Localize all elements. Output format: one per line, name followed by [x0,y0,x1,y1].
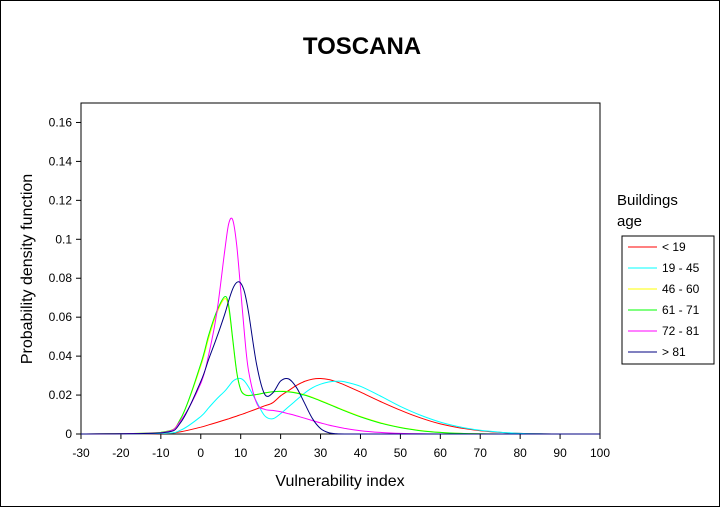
x-tick-label: 90 [553,446,567,460]
x-tick-label: 10 [234,446,248,460]
x-tick-label: 60 [434,446,448,460]
y-tick-label: 0 [65,427,72,441]
chart-title: TOSCANA [303,33,421,60]
plot-area [80,102,601,435]
x-tick-label: 40 [354,446,368,460]
y-tick-label: 0.14 [49,154,73,168]
x-tick-label: 100 [590,446,610,460]
x-tick-label: 30 [314,446,328,460]
x-axis: -30 -20 -10 0 10 20 30 40 50 60 70 80 90 100 [72,434,610,460]
legend-title-line-2: age [617,213,642,230]
y-tick-label: 0.08 [49,271,73,285]
legend-box [621,235,715,365]
legend-label-5: 72 - 81 [662,324,700,338]
x-tick-label: 0 [197,446,204,460]
series-line-1 [80,377,600,435]
y-tick-label: 0.1 [55,232,72,246]
legend-label-4: 61 - 71 [662,303,700,317]
series-line-2 [80,377,600,435]
x-tick-label: 20 [274,446,288,460]
x-tick-label: -20 [112,446,130,460]
series-line-4 [80,296,600,435]
y-tick-label: 0.04 [49,349,73,363]
y-tick-label: 0.12 [49,193,73,207]
y-tick-label: 0.02 [49,388,73,402]
x-tick-label: 70 [474,446,488,460]
x-axis-title: Vulnerability index [275,473,404,490]
x-tick-label: 80 [513,446,527,460]
x-tick-label: -30 [72,446,90,460]
x-tick-label: -10 [152,446,170,460]
legend-label-6: > 81 [662,345,686,359]
legend-label-3: 46 - 60 [662,282,700,296]
y-tick-label: 0.06 [49,310,73,324]
x-tick-label: 50 [394,446,408,460]
legend-title-line-1: Buildings [617,192,678,209]
legend: < 19 19 - 45 46 - 60 61 - 71 72 - 81 > 81 [621,235,715,365]
y-tick-label: 0.16 [49,115,73,129]
legend-label-1: < 19 [662,240,686,254]
legend-label-2: 19 - 45 [662,261,700,275]
y-axis-title: Probability density function [19,174,36,364]
y-axis: 0 0.02 0.04 0.06 0.08 0.1 0.12 0.14 0.16 [49,115,81,441]
series-line-6 [80,281,600,435]
series-lines [80,217,600,435]
